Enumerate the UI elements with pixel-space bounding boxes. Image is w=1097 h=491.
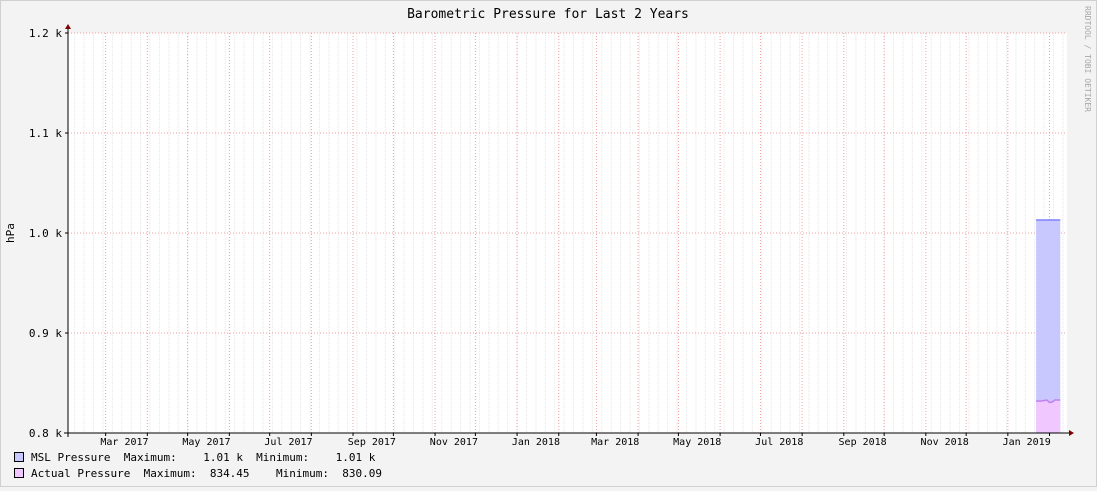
legend-item-actual: Actual Pressure Maximum: 834.45 Minimum:… xyxy=(14,466,382,480)
x-tick-labels: Mar 2017 May 2017 Jul 2017 Sep 2017 Nov 2017… xyxy=(100,433,1051,448)
legend-stats-msl: Maximum: 1.01 k Minimum: 1.01 k xyxy=(123,450,376,464)
axes-layer xyxy=(64,24,1074,437)
x-tick-label: Jul 2017 xyxy=(264,437,312,448)
x-tick-label: Mar 2018 xyxy=(591,437,639,448)
chart-title: Barometric Pressure for Last 2 Years xyxy=(407,7,689,22)
x-tick-label: Jul 2018 xyxy=(755,437,803,448)
series-layer xyxy=(1036,219,1061,433)
series-area-actual xyxy=(1036,400,1061,433)
x-axis-arrow xyxy=(1069,430,1074,436)
legend-name-msl: MSL Pressure xyxy=(31,450,111,464)
major-grid xyxy=(68,32,1067,434)
x-tick-label: Sep 2017 xyxy=(348,437,396,448)
x-tick-label: Nov 2017 xyxy=(430,437,478,448)
x-tick-label: May 2017 xyxy=(182,437,230,448)
legend-name-actual: Actual Pressure xyxy=(31,466,131,480)
y-tick-labels: 0.8 k 0.9 k 1.0 k 1.1 k 1.2 k xyxy=(29,27,68,440)
x-tick-label: Sep 2018 xyxy=(839,437,887,448)
y-tick-label: 1.2 k xyxy=(29,27,62,40)
series-area-msl xyxy=(1036,220,1061,433)
legend-swatch-msl xyxy=(14,452,24,462)
x-tick-label: Nov 2018 xyxy=(921,437,969,448)
legend-stats-actual: Maximum: 834.45 Minimum: 830.09 xyxy=(143,466,383,480)
y-axis-arrow xyxy=(65,24,71,29)
rrdtool-watermark: RRDTOOL / TOBI OETIKER xyxy=(1083,6,1092,112)
y-axis-label: hPa xyxy=(4,223,17,243)
y-tick-label: 0.9 k xyxy=(29,327,62,340)
y-tick-label: 1.1 k xyxy=(29,127,62,140)
series-line-actual xyxy=(1036,399,1061,404)
legend-swatch-actual xyxy=(14,468,24,478)
x-tick-label: Jan 2018 xyxy=(512,437,560,448)
x-tick-label: Jan 2019 xyxy=(1003,437,1051,448)
legend-item-msl: MSL Pressure Maximum: 1.01 k Minimum: 1.… xyxy=(14,450,375,464)
x-tick-label: May 2018 xyxy=(673,437,721,448)
y-tick-label: 0.8 k xyxy=(29,427,62,440)
x-tick-label: Mar 2017 xyxy=(100,437,148,448)
y-tick-label: 1.0 k xyxy=(29,227,62,240)
